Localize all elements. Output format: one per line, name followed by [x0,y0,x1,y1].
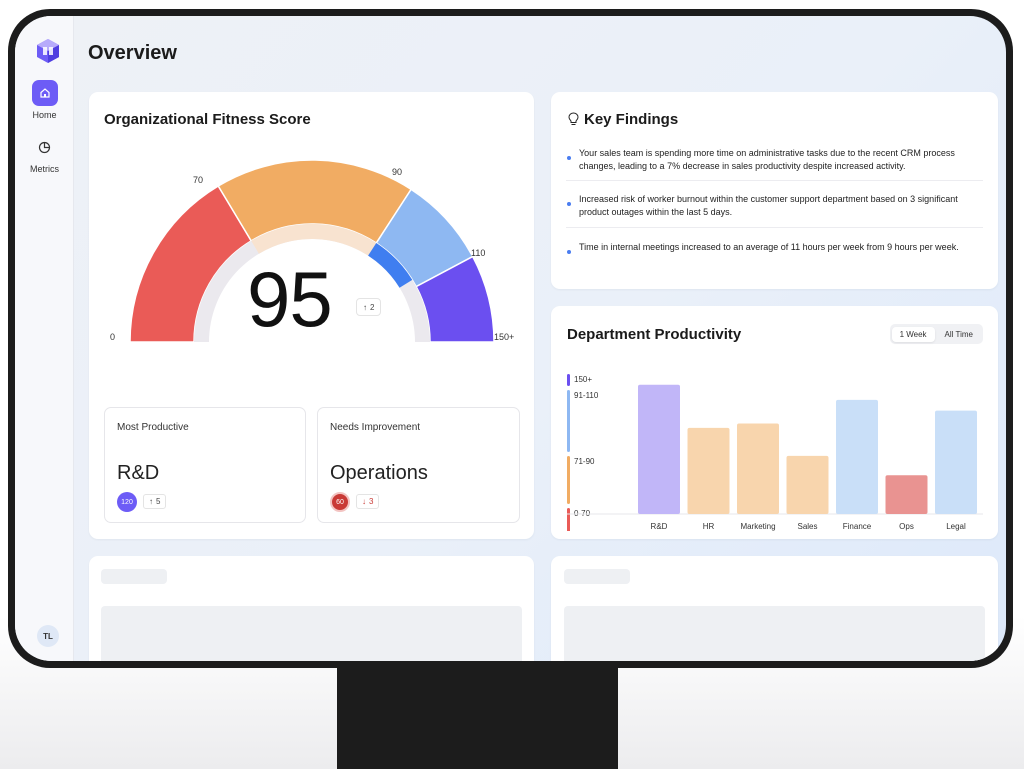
sidebar-item-metrics[interactable]: Metrics [15,134,74,174]
x-tick-label: Legal [946,522,966,531]
toggle-1-week[interactable]: 1 Week [891,326,935,342]
legend-label: 150+ [574,375,592,384]
gauge-label-110: 110 [471,248,486,258]
finding-text: Increased risk of worker burnout within … [579,194,958,217]
pie-chart-icon [32,134,58,160]
legend-swatch [567,508,570,531]
legend-swatch [567,456,570,504]
avatar[interactable]: TL [37,625,59,647]
finding-item[interactable]: Your sales team is spending more time on… [566,147,983,173]
fitness-score-value: 95 [247,255,333,343]
skeleton-title [101,569,167,584]
needs-improvement-delta: ↓ 3 [356,494,380,509]
needs-improvement-card[interactable]: Needs Improvement Operations 60 ↓ 3 [317,407,520,523]
card-title: Organizational Fitness Score [104,111,311,128]
gauge-label-70: 70 [193,175,204,185]
time-range-toggle: 1 Week All Time [889,324,983,344]
gauge-label-min: 0 [110,332,116,342]
finding-item[interactable]: Increased risk of worker burnout within … [566,193,983,219]
placeholder-card-left [89,556,534,661]
skeleton-content [101,606,522,661]
legend-label: 71-90 [574,457,595,466]
bar-rd[interactable] [638,384,680,514]
score-delta-value: 2 [370,302,375,312]
finding-text: Time in internal meetings increased to a… [579,242,959,252]
app-logo-icon[interactable] [35,38,61,64]
home-icon [31,80,58,106]
needs-improvement-value: Operations [330,462,428,484]
gauge-label-90: 90 [392,167,403,177]
most-productive-score-badge: 120 [117,492,137,512]
fitness-gauge [129,159,495,343]
toggle-all-time[interactable]: All Time [944,329,973,339]
arrow-up-icon: ↑ [149,497,153,506]
score-delta-badge: ↑ 2 [356,298,382,316]
x-tick-label: Finance [843,522,872,531]
bar-finance[interactable] [836,399,878,514]
department-productivity-card: Department Productivity 1 Week All Time … [551,306,998,539]
most-productive-delta-value: 5 [156,497,161,506]
skeleton-title [564,569,630,584]
card-title: Key Findings [584,111,679,128]
x-tick-label: Marketing [740,522,775,531]
monitor-frame: Home Metrics TL Overview Organizational … [8,9,1013,668]
placeholder-card-right [551,556,998,661]
gauge-label-max: 150+ [494,332,515,342]
bullet-icon [567,156,571,160]
needs-improvement-score-badge: 60 [330,492,350,512]
bar-sales[interactable] [786,455,829,514]
most-productive-value: R&D [117,462,160,484]
legend-swatch [567,374,570,386]
card-title: Department Productivity [567,326,742,343]
bar-marketing[interactable] [737,423,779,514]
legend-swatch [567,390,570,452]
x-tick-label: Ops [899,522,914,531]
x-tick-label: HR [703,522,715,531]
finding-text: Your sales team is spending more time on… [579,148,955,171]
arrow-up-icon: ↑ [363,302,367,312]
lightbulb-icon [568,112,579,131]
legend-label: 91-110 [574,391,599,400]
sidebar-item-label: Metrics [30,164,59,174]
x-tick-label: R&D [651,522,668,531]
arrow-down-icon: ↓ [362,497,366,506]
gauge-track-highlight [251,223,377,256]
x-tick-label: Sales [797,522,817,531]
sidebar: Home Metrics TL [15,16,74,661]
finding-item[interactable]: Time in internal meetings increased to a… [566,241,983,254]
divider [566,227,983,228]
most-productive-card[interactable]: Most Productive R&D 120 ↑ 5 [104,407,306,523]
bar-hr[interactable] [687,427,730,514]
needs-improvement-label: Needs Improvement [330,422,421,433]
monitor-stand [337,660,618,769]
skeleton-content [564,606,985,661]
key-findings-card: Key Findings Your sales team is spending… [551,92,998,289]
sidebar-item-label: Home [32,110,57,120]
page-title: Overview [88,42,177,64]
app-screen: Home Metrics TL Overview Organizational … [15,16,1006,661]
sidebar-item-home[interactable]: Home [15,80,74,120]
divider [566,180,983,181]
most-productive-label: Most Productive [117,422,189,433]
bar-legal[interactable] [935,410,977,514]
bullet-icon [567,202,571,206]
most-productive-delta: ↑ 5 [143,494,167,509]
gauge-value-indicator [368,243,413,288]
needs-improvement-delta-value: 3 [369,497,374,506]
bar-ops[interactable] [885,475,928,514]
bullet-icon [567,250,571,254]
